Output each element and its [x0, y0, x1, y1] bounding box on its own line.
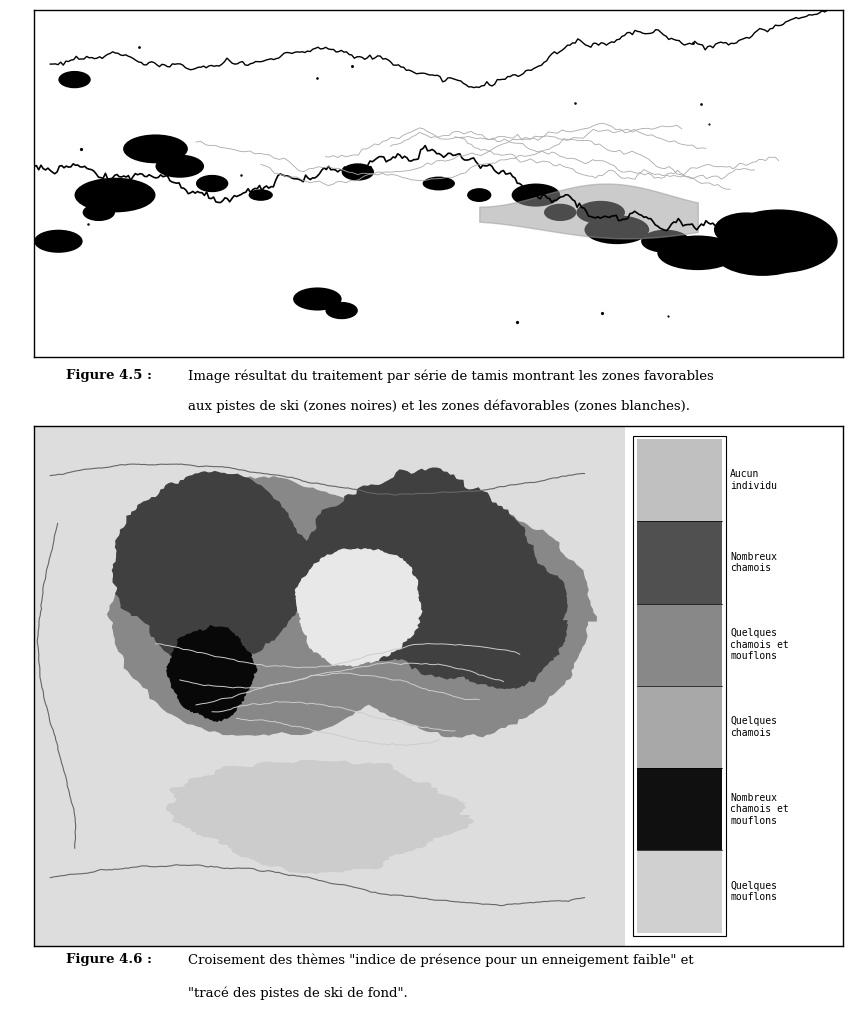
Bar — [637, 439, 722, 522]
Polygon shape — [721, 210, 837, 272]
Bar — [637, 768, 722, 851]
Text: Figure 4.6 :: Figure 4.6 : — [66, 953, 153, 966]
Polygon shape — [167, 626, 256, 722]
Ellipse shape — [293, 288, 342, 310]
Text: Croisement des thèmes "indice de présence pour un enneigement faible" et: Croisement des thèmes "indice de présenc… — [187, 953, 694, 967]
Polygon shape — [112, 471, 316, 667]
Text: Image résultat du traitement par série de tamis montrant les zones favorables: Image résultat du traitement par série d… — [187, 369, 714, 383]
Bar — [637, 686, 722, 768]
Polygon shape — [750, 226, 808, 257]
Text: aux pistes de ski (zones noires) et les zones défavorables (zones blanches).: aux pistes de ski (zones noires) et les … — [187, 400, 690, 413]
Polygon shape — [330, 499, 596, 737]
Text: Quelques
mouflons: Quelques mouflons — [730, 880, 777, 902]
Ellipse shape — [658, 235, 738, 270]
Text: Nombreux
chamois: Nombreux chamois — [730, 552, 777, 573]
Ellipse shape — [714, 212, 779, 247]
Text: Aucun
individu: Aucun individu — [730, 469, 777, 491]
Bar — [637, 522, 722, 603]
Text: Nombreux
chamois et
mouflons: Nombreux chamois et mouflons — [730, 793, 789, 826]
Ellipse shape — [584, 215, 649, 244]
Ellipse shape — [156, 155, 204, 177]
Polygon shape — [301, 468, 538, 678]
Ellipse shape — [423, 176, 455, 191]
Ellipse shape — [342, 163, 374, 180]
Ellipse shape — [325, 302, 358, 320]
Polygon shape — [435, 557, 567, 689]
Ellipse shape — [576, 201, 625, 224]
Ellipse shape — [83, 204, 115, 221]
Ellipse shape — [196, 175, 228, 192]
Ellipse shape — [467, 188, 492, 202]
Polygon shape — [735, 218, 822, 265]
Text: Quelques
chamois et
mouflons: Quelques chamois et mouflons — [730, 628, 789, 661]
Ellipse shape — [249, 190, 273, 201]
Text: "tracé des pistes de ski de fond".: "tracé des pistes de ski de fond". — [187, 987, 407, 1000]
Polygon shape — [160, 438, 522, 756]
Ellipse shape — [714, 230, 811, 276]
Ellipse shape — [544, 204, 577, 221]
Bar — [637, 851, 722, 933]
Polygon shape — [167, 761, 474, 873]
Ellipse shape — [642, 230, 690, 253]
Ellipse shape — [58, 71, 90, 89]
Ellipse shape — [124, 134, 188, 163]
Bar — [34, 426, 625, 945]
Text: Quelques
chamois: Quelques chamois — [730, 717, 777, 738]
Text: Figure 4.5 :: Figure 4.5 : — [66, 369, 153, 383]
Ellipse shape — [511, 184, 561, 206]
Ellipse shape — [34, 230, 83, 253]
Polygon shape — [296, 548, 422, 666]
Bar — [633, 436, 726, 936]
Polygon shape — [107, 476, 402, 735]
Bar — [637, 603, 722, 686]
Ellipse shape — [75, 177, 156, 212]
